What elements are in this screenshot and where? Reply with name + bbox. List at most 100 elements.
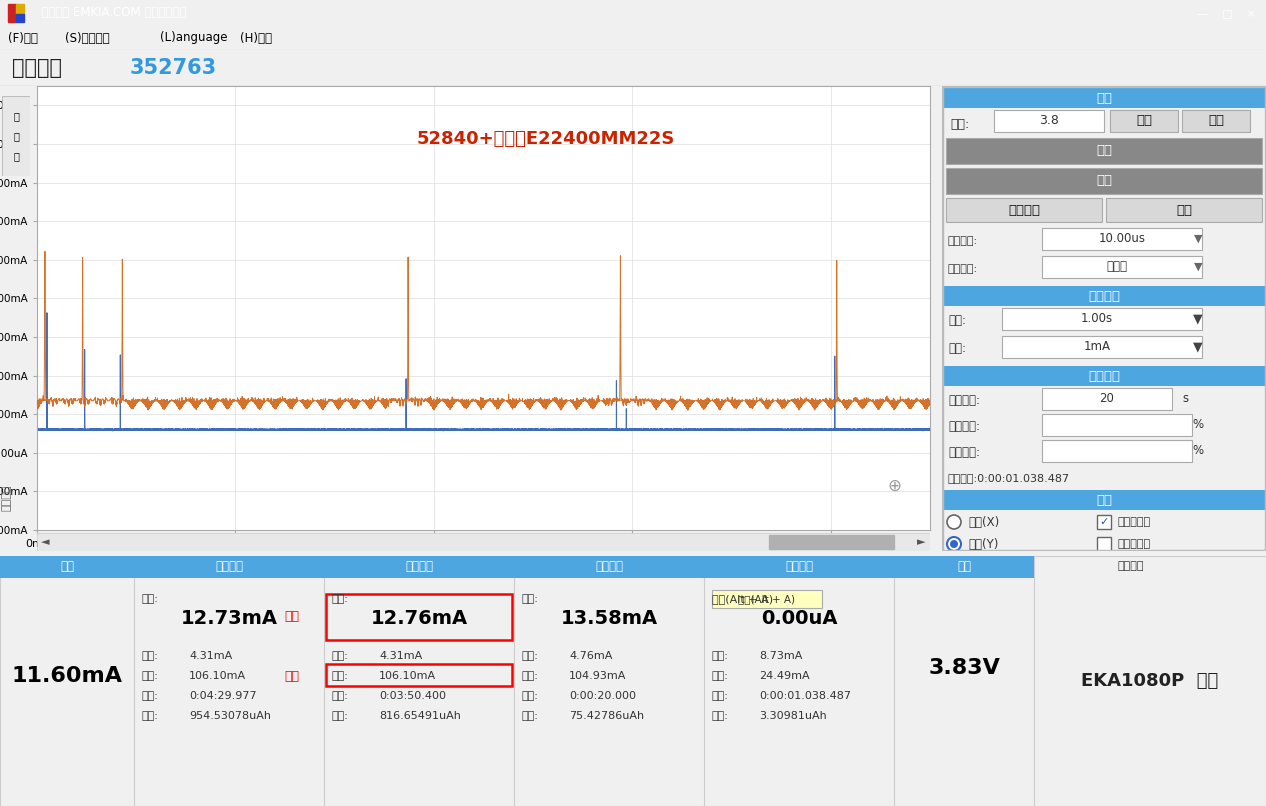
Text: 104.93mA: 104.93mA xyxy=(568,671,627,681)
Bar xyxy=(1042,256,1201,278)
Text: 实时: 实时 xyxy=(60,560,73,574)
Text: 3.30981uAh: 3.30981uAh xyxy=(760,711,827,721)
Text: 功耗:: 功耗: xyxy=(522,711,539,721)
Text: %: % xyxy=(1193,444,1204,458)
Text: 最小:: 最小: xyxy=(332,651,349,661)
Text: 816.65491uAh: 816.65491uAh xyxy=(379,711,461,721)
Bar xyxy=(1098,515,1112,529)
Text: 功耗:: 功耗: xyxy=(332,711,349,721)
Bar xyxy=(324,556,514,578)
Text: 时长:: 时长: xyxy=(711,691,729,701)
Text: 电压:: 电压: xyxy=(950,118,970,131)
Text: 动态显示:: 动态显示: xyxy=(948,264,979,274)
Text: 最大电流线: 最大电流线 xyxy=(1117,517,1150,527)
Bar xyxy=(946,198,1101,222)
Bar xyxy=(327,664,511,686)
Text: 功耗:: 功耗: xyxy=(711,711,729,721)
Text: ▼: ▼ xyxy=(1193,340,1203,354)
Text: 12.73mA: 12.73mA xyxy=(181,609,277,628)
Text: ✓: ✓ xyxy=(1099,517,1109,527)
Text: 10.00us: 10.00us xyxy=(1099,232,1146,246)
Text: 窗口统计: 窗口统计 xyxy=(405,560,433,574)
Text: 发射: 发射 xyxy=(285,670,300,683)
Text: 0:03:50.400: 0:03:50.400 xyxy=(379,691,446,701)
Circle shape xyxy=(950,540,958,548)
Text: 最大:: 最大: xyxy=(522,671,539,681)
Text: (F)文件: (F)文件 xyxy=(8,31,38,44)
Text: ▼: ▼ xyxy=(1194,262,1203,272)
Bar xyxy=(1042,414,1193,436)
Text: (L)anguage: (L)anguage xyxy=(160,31,228,44)
Circle shape xyxy=(947,515,961,529)
Bar xyxy=(1042,440,1193,462)
Bar xyxy=(770,535,894,549)
Text: 106.10mA: 106.10mA xyxy=(189,671,246,681)
Text: 4.31mA: 4.31mA xyxy=(189,651,232,661)
Text: 游标时长:0:00:01.038.487: 游标时长:0:00:01.038.487 xyxy=(948,473,1070,483)
Text: ▼: ▼ xyxy=(1194,234,1203,244)
Bar xyxy=(0,556,134,578)
Bar xyxy=(943,366,1265,386)
Bar xyxy=(327,594,511,640)
Text: 3.83V: 3.83V xyxy=(928,659,1000,679)
Bar xyxy=(1001,308,1201,330)
Text: 0:00:20.000: 0:00:20.000 xyxy=(568,691,636,701)
Text: 13.58mA: 13.58mA xyxy=(561,609,657,628)
Bar xyxy=(1182,110,1250,132)
Text: 平均:: 平均: xyxy=(522,594,539,604)
Text: 平均値: 平均値 xyxy=(1106,260,1128,273)
Text: 游标起点:: 游标起点: xyxy=(948,421,980,434)
Text: 口: 口 xyxy=(13,111,19,121)
Text: 最大:: 最大: xyxy=(142,671,158,681)
Bar xyxy=(1098,559,1112,573)
Text: %: % xyxy=(1193,418,1204,431)
Text: 0:04:29.977: 0:04:29.977 xyxy=(189,691,257,701)
Text: 1.00s: 1.00s xyxy=(1081,313,1113,326)
Text: ⊕: ⊕ xyxy=(887,476,901,494)
Text: 最小:: 最小: xyxy=(142,651,158,661)
Text: 最小:: 最小: xyxy=(711,651,729,661)
Text: 游标终点:: 游标终点: xyxy=(948,447,980,459)
Bar xyxy=(16,14,24,22)
Text: 设定: 设定 xyxy=(1136,114,1152,127)
Bar xyxy=(134,556,324,578)
Text: 停止: 停止 xyxy=(1096,175,1112,188)
Text: 截图(Alt + A): 截图(Alt + A) xyxy=(711,594,774,604)
Text: 12.76mA: 12.76mA xyxy=(371,609,467,628)
Text: 电流变化: 电流变化 xyxy=(3,484,11,511)
Text: 8.73mA: 8.73mA xyxy=(760,651,803,661)
Text: 3.8: 3.8 xyxy=(1039,114,1058,127)
Bar xyxy=(1001,336,1201,358)
Text: 时长:: 时长: xyxy=(142,691,158,701)
Text: 继续: 继续 xyxy=(1096,144,1112,157)
Text: 75.42786uAh: 75.42786uAh xyxy=(568,711,644,721)
Text: 近期统计: 近期统计 xyxy=(595,560,623,574)
Text: 关闭: 关闭 xyxy=(1208,114,1224,127)
Text: 最小:: 最小: xyxy=(522,651,539,661)
Text: ►: ► xyxy=(917,537,925,547)
Bar xyxy=(943,286,1265,306)
Bar xyxy=(894,556,1034,578)
Bar xyxy=(946,168,1262,194)
Text: s: s xyxy=(1182,393,1188,405)
Bar xyxy=(1110,110,1177,132)
Text: 11.60mA: 11.60mA xyxy=(11,666,123,686)
Text: 平均:: 平均: xyxy=(142,594,158,604)
Text: 显示比例: 显示比例 xyxy=(1087,289,1120,302)
Text: ▼: ▼ xyxy=(1193,313,1203,326)
Text: 时长:: 时长: xyxy=(332,691,349,701)
Text: 4.76mA: 4.76mA xyxy=(568,651,613,661)
Text: 操作: 操作 xyxy=(1096,92,1112,105)
Text: (H)帮助: (H)帮助 xyxy=(241,31,272,44)
Bar xyxy=(704,556,894,578)
Text: 总体统计: 总体统计 xyxy=(215,560,243,574)
Bar xyxy=(1042,388,1172,410)
Bar xyxy=(1098,537,1112,551)
Text: 文件视图: 文件视图 xyxy=(11,58,62,78)
Text: 52840+亿佰特E22400MM22S: 52840+亿佰特E22400MM22S xyxy=(417,131,675,148)
Text: 0.00uA: 0.00uA xyxy=(761,609,837,628)
Text: 电压: 电压 xyxy=(957,560,971,574)
Text: 缩放: 缩放 xyxy=(1096,493,1112,506)
Bar xyxy=(1106,198,1262,222)
Text: 106.10mA: 106.10mA xyxy=(379,671,436,681)
